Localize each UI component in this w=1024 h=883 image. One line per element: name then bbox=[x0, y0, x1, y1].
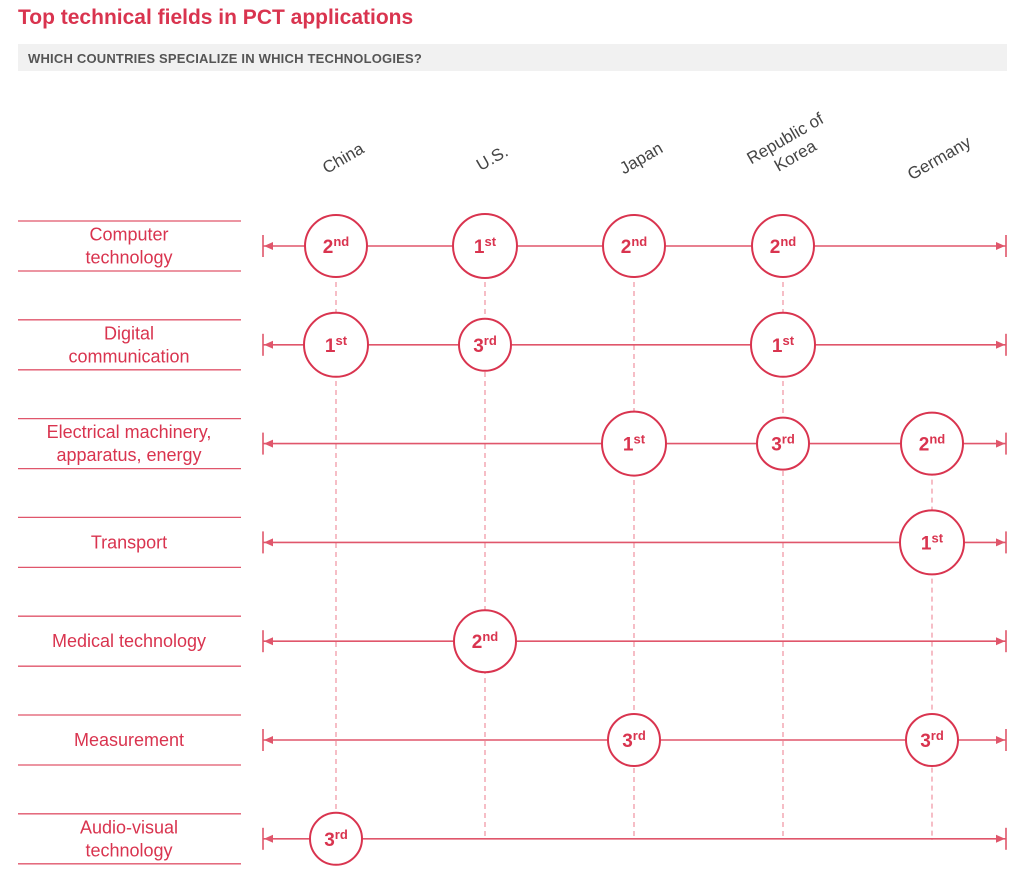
row-axis-start-arrow bbox=[264, 834, 273, 843]
row-axis-end-arrow bbox=[996, 242, 1005, 250]
rank-circle bbox=[458, 317, 512, 372]
rank-circle bbox=[900, 411, 964, 476]
rank-circle bbox=[905, 713, 959, 767]
row-axis-end-arrow bbox=[996, 340, 1005, 349]
row-axis-end-arrow bbox=[996, 439, 1005, 448]
rank-label: 1st bbox=[921, 530, 944, 554]
subtitle-bar bbox=[18, 44, 1007, 71]
rank-circle bbox=[303, 311, 369, 378]
rank-label: 2nd bbox=[472, 629, 499, 653]
rank-circle bbox=[304, 214, 368, 278]
row-axis-start-arrow bbox=[264, 340, 273, 349]
rank-circle bbox=[453, 609, 517, 674]
column-header: Japan bbox=[616, 138, 666, 178]
rank-circle bbox=[607, 713, 661, 767]
rank-label: 3rd bbox=[622, 728, 646, 752]
column-header: Republic ofKorea bbox=[744, 109, 837, 185]
rank-circle bbox=[751, 214, 815, 278]
row-label: Measurement bbox=[74, 730, 184, 750]
row-axis-end-arrow bbox=[996, 637, 1005, 646]
row-axis-start-arrow bbox=[264, 242, 273, 250]
rank-label: 1st bbox=[772, 333, 795, 357]
row-axis-end-arrow bbox=[996, 736, 1005, 744]
rank-label: 1st bbox=[623, 432, 646, 456]
row-axis-end-arrow bbox=[996, 834, 1005, 843]
row-label: Transport bbox=[91, 532, 167, 552]
column-header: China bbox=[319, 139, 367, 178]
chart-title: Top technical fields in PCT applications bbox=[18, 6, 414, 29]
rank-label: 3rd bbox=[920, 728, 944, 752]
rank-label: 3rd bbox=[473, 333, 497, 357]
rank-label: 3rd bbox=[771, 432, 795, 456]
row-axis-start-arrow bbox=[264, 637, 273, 646]
rank-label: 2nd bbox=[919, 432, 946, 456]
rank-label: 3rd bbox=[324, 827, 348, 851]
row-label: Audio-visual technology bbox=[80, 817, 178, 860]
rank-circle bbox=[452, 213, 518, 279]
row-label: Computer technology bbox=[85, 225, 172, 268]
rank-circle bbox=[601, 410, 667, 477]
rank-label: 1st bbox=[474, 234, 497, 258]
rank-label: 2nd bbox=[770, 234, 797, 258]
rank-label: 1st bbox=[325, 333, 348, 357]
rank-label: 2nd bbox=[621, 234, 648, 258]
row-axis-start-arrow bbox=[264, 736, 273, 744]
rank-circle bbox=[899, 509, 965, 576]
row-axis-start-arrow bbox=[264, 439, 273, 448]
column-header: U.S. bbox=[473, 142, 511, 175]
row-axis-start-arrow bbox=[264, 538, 273, 547]
rank-circle bbox=[309, 811, 363, 866]
rank-circle bbox=[602, 214, 666, 278]
row-axis-end-arrow bbox=[996, 538, 1005, 547]
row-label: Medical technology bbox=[52, 631, 206, 651]
rank-circle bbox=[756, 416, 810, 471]
row-label: Digital communication bbox=[68, 323, 189, 366]
column-header: Germany bbox=[904, 132, 974, 184]
row-label: Electrical machinery, apparatus, energy bbox=[47, 422, 212, 465]
rank-circle bbox=[750, 311, 816, 378]
rank-label: 2nd bbox=[323, 234, 350, 258]
chart-subtitle: WHICH COUNTRIES SPECIALIZE IN WHICH TECH… bbox=[28, 51, 423, 66]
